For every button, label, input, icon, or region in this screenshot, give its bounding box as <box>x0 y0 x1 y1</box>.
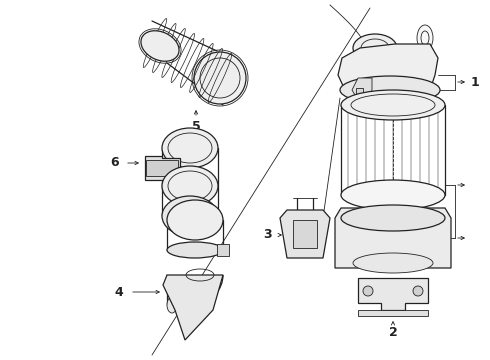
Text: 1: 1 <box>470 76 479 89</box>
Text: 6: 6 <box>111 157 119 170</box>
Ellipse shape <box>341 205 445 231</box>
Polygon shape <box>335 208 451 268</box>
Ellipse shape <box>162 166 218 206</box>
Polygon shape <box>145 156 180 180</box>
Ellipse shape <box>413 286 423 296</box>
Ellipse shape <box>200 58 240 98</box>
Polygon shape <box>352 78 372 100</box>
Text: 5: 5 <box>192 120 200 132</box>
Polygon shape <box>163 275 223 340</box>
Polygon shape <box>293 220 317 248</box>
Polygon shape <box>358 278 428 310</box>
Ellipse shape <box>194 52 246 104</box>
Ellipse shape <box>363 286 373 296</box>
Ellipse shape <box>353 34 397 62</box>
Polygon shape <box>356 88 363 98</box>
Ellipse shape <box>162 128 218 168</box>
Ellipse shape <box>167 297 177 313</box>
Ellipse shape <box>353 253 433 273</box>
Ellipse shape <box>341 180 445 210</box>
Text: 3: 3 <box>263 229 271 242</box>
Ellipse shape <box>341 90 445 120</box>
Ellipse shape <box>340 76 440 104</box>
Polygon shape <box>358 310 428 316</box>
Ellipse shape <box>162 196 218 236</box>
Polygon shape <box>338 44 438 90</box>
Polygon shape <box>217 244 229 256</box>
Ellipse shape <box>167 200 223 240</box>
Text: 4: 4 <box>115 285 123 298</box>
Ellipse shape <box>421 31 429 45</box>
Ellipse shape <box>167 242 223 258</box>
Polygon shape <box>146 160 178 176</box>
Text: 2: 2 <box>389 327 397 339</box>
Ellipse shape <box>141 31 179 61</box>
Ellipse shape <box>417 25 433 51</box>
Polygon shape <box>280 210 330 258</box>
